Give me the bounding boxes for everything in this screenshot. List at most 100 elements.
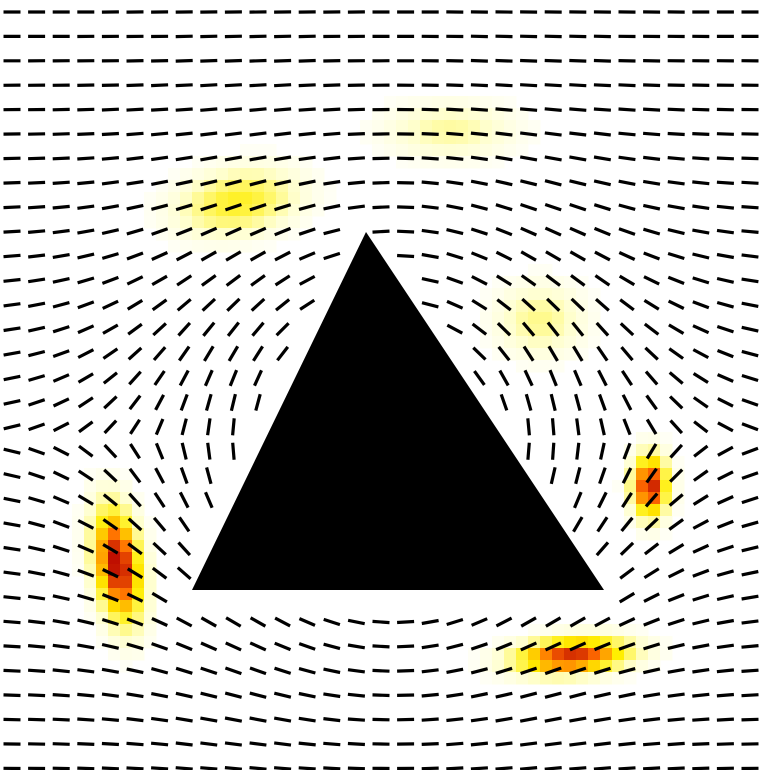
director-dash bbox=[544, 131, 562, 137]
director-dash bbox=[669, 443, 684, 459]
director-dash bbox=[692, 107, 710, 112]
director-dash bbox=[569, 179, 587, 187]
director-dash bbox=[597, 369, 608, 387]
director-dash bbox=[27, 471, 46, 480]
heatmap-cell bbox=[480, 672, 493, 685]
director-dash bbox=[668, 395, 684, 410]
director-dash bbox=[667, 156, 685, 161]
director-dash bbox=[446, 299, 464, 310]
director-dash bbox=[224, 179, 242, 187]
heatmap-cell bbox=[252, 216, 265, 229]
director-dash bbox=[28, 446, 46, 456]
director-dash bbox=[227, 345, 240, 362]
heatmap-cell bbox=[576, 312, 589, 325]
director-dash bbox=[102, 323, 119, 335]
director-dash bbox=[716, 668, 735, 674]
director-dash bbox=[77, 543, 95, 554]
director-dash bbox=[716, 594, 735, 602]
heatmap-cell bbox=[384, 120, 397, 133]
director-dash bbox=[643, 299, 660, 311]
heatmap-cell bbox=[300, 168, 313, 181]
heatmap-cell bbox=[396, 120, 409, 133]
director-dash bbox=[741, 446, 759, 456]
director-dash bbox=[127, 517, 143, 532]
director-dash bbox=[78, 420, 94, 434]
heatmap-cell bbox=[564, 348, 577, 361]
director-dash bbox=[741, 520, 759, 529]
director-dash bbox=[421, 643, 439, 650]
director-dash bbox=[3, 423, 21, 431]
director-dash bbox=[151, 617, 168, 627]
director-dash bbox=[692, 717, 710, 722]
director-dash bbox=[643, 642, 661, 651]
heatmap-cell bbox=[180, 192, 193, 205]
director-dash bbox=[545, 250, 562, 262]
heatmap-cell bbox=[144, 528, 157, 541]
director-dash bbox=[495, 616, 513, 628]
heatmap-cell bbox=[564, 648, 577, 661]
heatmap-cell bbox=[132, 528, 145, 541]
director-dash bbox=[692, 252, 710, 260]
director-dash bbox=[228, 369, 239, 387]
heatmap-cell bbox=[84, 576, 97, 589]
director-dash bbox=[470, 642, 489, 651]
director-dash bbox=[594, 616, 611, 628]
director-dash bbox=[498, 369, 510, 387]
heatmap-cell bbox=[144, 192, 157, 205]
director-dash bbox=[519, 202, 538, 212]
director-dash bbox=[421, 618, 439, 626]
director-dash bbox=[716, 228, 735, 235]
heatmap-cell bbox=[492, 636, 505, 649]
director-dash bbox=[206, 418, 212, 436]
heatmap-cell bbox=[372, 120, 385, 133]
director-dash bbox=[224, 58, 242, 63]
director-dash bbox=[347, 766, 365, 770]
heatmap-cell bbox=[120, 648, 133, 661]
director-dash bbox=[668, 323, 685, 335]
director-dash bbox=[741, 325, 759, 333]
director-dash bbox=[77, 276, 95, 285]
director-dash bbox=[495, 274, 513, 287]
director-dash bbox=[179, 393, 189, 411]
heatmap-cell bbox=[444, 96, 457, 109]
heatmap-cell bbox=[552, 312, 565, 325]
heatmap-cell bbox=[600, 648, 613, 661]
heatmap-cell bbox=[540, 288, 553, 301]
heatmap-cell bbox=[660, 516, 673, 529]
director-dash bbox=[548, 369, 558, 387]
heatmap-cell bbox=[660, 432, 673, 445]
director-dash bbox=[544, 766, 562, 770]
director-dash bbox=[643, 251, 661, 261]
director-dash bbox=[692, 518, 710, 530]
director-dash bbox=[150, 692, 169, 699]
director-dash bbox=[28, 693, 46, 698]
heatmap-cell bbox=[216, 228, 229, 241]
director-dash bbox=[126, 567, 144, 579]
heatmap-cell bbox=[72, 552, 85, 565]
director-dash bbox=[28, 156, 46, 161]
director-dash bbox=[298, 179, 316, 187]
director-dash bbox=[103, 443, 118, 459]
director-dash bbox=[741, 569, 759, 577]
director-dash bbox=[619, 541, 635, 556]
director-dash bbox=[544, 226, 562, 237]
director-dash bbox=[667, 717, 685, 722]
heatmap-cell bbox=[588, 324, 601, 337]
director-dash bbox=[642, 741, 661, 747]
heatmap-cell bbox=[156, 192, 169, 205]
heatmap-cell bbox=[468, 660, 481, 673]
heatmap-cell bbox=[612, 660, 625, 673]
director-dash bbox=[520, 179, 538, 187]
director-dash bbox=[544, 179, 562, 187]
director-dash bbox=[200, 666, 218, 676]
heatmap-cell bbox=[564, 636, 577, 649]
director-dash bbox=[126, 741, 144, 747]
heatmap-cell bbox=[516, 144, 529, 157]
director-dash bbox=[200, 691, 218, 699]
director-dash bbox=[52, 519, 70, 529]
director-dash bbox=[495, 741, 513, 747]
heatmap-cell bbox=[528, 120, 541, 133]
director-dash bbox=[126, 642, 144, 651]
director-dash bbox=[347, 204, 366, 210]
director-dash bbox=[470, 227, 488, 236]
